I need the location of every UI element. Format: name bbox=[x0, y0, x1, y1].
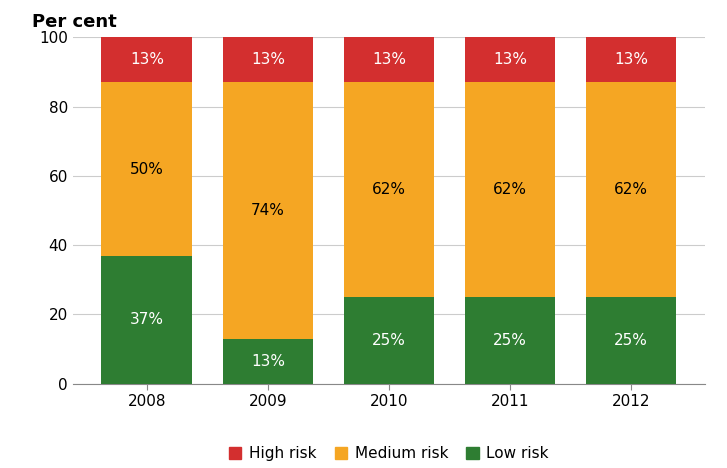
Bar bbox=[465, 82, 555, 297]
Bar bbox=[586, 297, 676, 384]
Text: 13%: 13% bbox=[251, 52, 285, 67]
Text: 62%: 62% bbox=[493, 183, 527, 197]
Text: 50%: 50% bbox=[130, 161, 164, 176]
Bar bbox=[465, 297, 555, 384]
Text: 13%: 13% bbox=[251, 354, 285, 369]
Bar bbox=[465, 37, 555, 82]
Bar bbox=[344, 297, 434, 384]
Text: 25%: 25% bbox=[614, 333, 648, 348]
Text: 13%: 13% bbox=[493, 52, 527, 67]
Bar bbox=[344, 37, 434, 82]
Bar bbox=[102, 82, 192, 256]
Legend: High risk, Medium risk, Low risk: High risk, Medium risk, Low risk bbox=[223, 440, 555, 467]
Bar bbox=[102, 256, 192, 384]
Bar bbox=[222, 339, 313, 384]
Text: 25%: 25% bbox=[493, 333, 527, 348]
Text: 25%: 25% bbox=[372, 333, 406, 348]
Bar bbox=[222, 37, 313, 82]
Text: 62%: 62% bbox=[372, 183, 406, 197]
Text: 13%: 13% bbox=[372, 52, 406, 67]
Bar bbox=[102, 37, 192, 82]
Text: 13%: 13% bbox=[130, 52, 164, 67]
Bar bbox=[586, 37, 676, 82]
Bar bbox=[586, 82, 676, 297]
Text: 37%: 37% bbox=[130, 312, 164, 327]
Bar bbox=[344, 82, 434, 297]
Text: 74%: 74% bbox=[251, 203, 285, 218]
Text: Per cent: Per cent bbox=[31, 13, 116, 31]
Text: 13%: 13% bbox=[614, 52, 648, 67]
Text: 62%: 62% bbox=[614, 183, 648, 197]
Bar bbox=[222, 82, 313, 339]
